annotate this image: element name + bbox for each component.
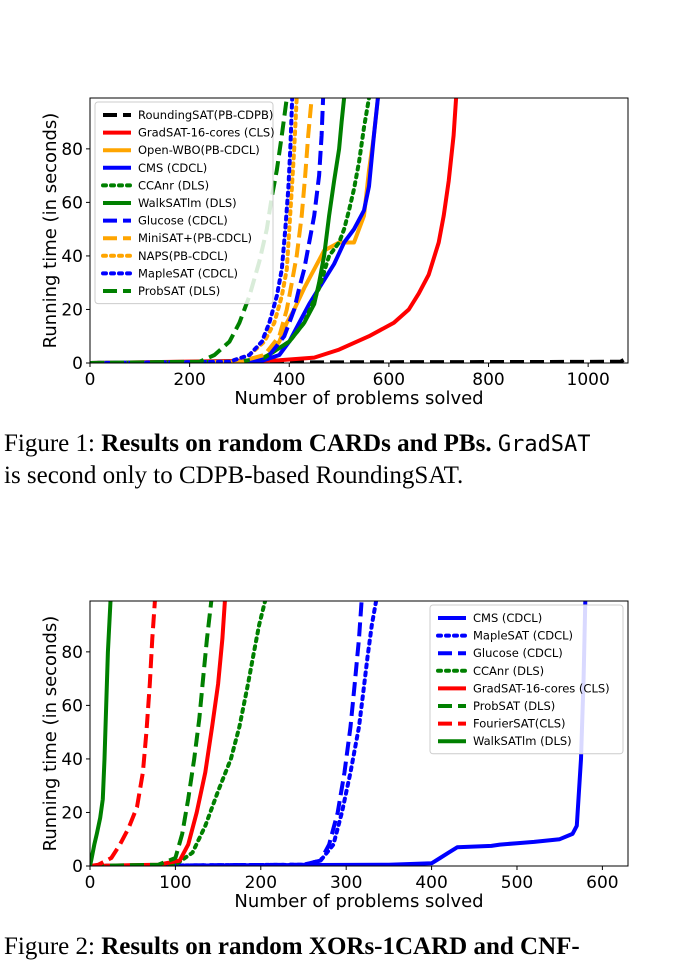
series-line-8 (90, 601, 113, 866)
y-tick-label: 0 (72, 354, 83, 374)
x-tick-label: 1000 (567, 370, 610, 390)
legend-label: RoundingSAT(PB-CDPB) (138, 108, 273, 122)
legend-label: WalkSATlm (DLS) (473, 734, 572, 748)
legend-label: FourierSAT(CLS) (473, 717, 565, 731)
legend-label: Glucose (CDCL) (473, 646, 563, 660)
figure-1-chart: 0 200 400 600 800 1000 0 20 40 60 80 Number of prob… (0, 80, 677, 409)
caption-1-bold: Results on random CARDs and PBs. (101, 430, 492, 457)
figure-2-svg: 0 100 200 300 400 500 600 0 20 40 60 80 Number of pr… (40, 600, 629, 912)
caption-1-label: Figure 1: (4, 430, 102, 457)
x-tick-label: 400 (273, 370, 305, 390)
y-axis-label: Running time (in seconds) (40, 616, 61, 852)
series-line-3 (90, 601, 364, 866)
y-tick-label: 40 (61, 750, 83, 770)
series-line-6 (90, 98, 347, 363)
y-tick-label: 40 (61, 247, 83, 267)
figure-1-svg: 0 200 400 600 800 1000 0 20 40 60 80 Number of prob… (40, 97, 629, 409)
legend-label: CCAnr (DLS) (138, 178, 209, 192)
legend-label: MiniSAT+(PB-CDCL) (138, 231, 252, 245)
figure-2-chart: 0 100 200 300 400 500 600 0 20 40 60 80 Number of pr… (0, 585, 677, 912)
legend-box (429, 604, 624, 755)
x-tick-label: 600 (586, 873, 618, 893)
x-tick-label: 600 (373, 370, 405, 390)
legend-label: WalkSATlm (DLS) (138, 196, 237, 210)
legend-label: Open-WBO(PB-CDCL) (138, 143, 260, 157)
x-tick-label: 200 (245, 873, 277, 893)
y-tick-label: 80 (61, 643, 83, 663)
x-tick-label: 400 (415, 873, 447, 893)
plot-frame (89, 600, 629, 867)
series-line-1 (90, 601, 588, 866)
series-line-1 (90, 355, 628, 363)
x-tick-label: 500 (501, 873, 533, 893)
legend-label: NAPS(PB-CDCL) (138, 249, 228, 263)
plot-frame (89, 97, 629, 364)
y-tick-label: 0 (72, 857, 83, 877)
legend-label: GradSAT-16-cores (CLS) (138, 126, 275, 140)
legend: RoundingSAT(PB-CDPB) GradSAT-16-cores (CL… (94, 101, 275, 305)
legend-label: CMS (CDCL) (138, 161, 207, 175)
y-tick-label: 20 (61, 803, 83, 823)
y-tick-label: 80 (61, 140, 83, 160)
legend-label: CCAnr (DLS) (473, 664, 544, 678)
caption-1-code: GradSAT (497, 432, 591, 457)
series-line-6 (90, 601, 214, 866)
y-tick-label: 60 (61, 193, 83, 213)
caption-1-rest: is second only to CDPB-based RoundingSAT… (4, 462, 464, 489)
x-tick-label: 200 (173, 370, 205, 390)
x-axis-label: Number of problems solved (234, 891, 483, 910)
legend-label: GradSAT-16-cores (CLS) (473, 681, 610, 695)
series-line-7 (90, 601, 157, 866)
legend-label: MapleSAT (CDCL) (138, 266, 238, 280)
y-tick-label: 20 (61, 300, 83, 320)
series-line-5 (90, 601, 227, 866)
legend-label: ProbSAT (DLS) (473, 699, 555, 713)
legend-box (94, 101, 274, 305)
x-tick-label: 800 (472, 370, 504, 390)
series-line-7 (90, 98, 326, 363)
series-line-10 (90, 98, 295, 363)
figure-2-caption: Figure 2: Results on random XORs-1CARD a… (4, 931, 672, 962)
x-tick-label: 300 (330, 873, 362, 893)
y-axis-label: Running time (in seconds) (40, 113, 61, 349)
x-tick-label: 100 (159, 873, 191, 893)
legend-label: MapleSAT (CDCL) (473, 629, 573, 643)
series-line-2 (90, 98, 459, 363)
legend-label: ProbSAT (DLS) (138, 284, 220, 298)
legend-label: Glucose (CDCL) (138, 214, 228, 228)
y-tick-label: 60 (61, 696, 83, 716)
legend: CMS (CDCL) MapleSAT (CDCL) Glucose (CDCL) C… (429, 604, 624, 755)
series-line-8 (90, 98, 314, 363)
figure-1-caption: Figure 1: Results on random CARDs and PB… (4, 428, 672, 491)
x-tick-label: 0 (85, 370, 96, 390)
series-line-4 (90, 601, 268, 866)
series-group (90, 601, 588, 866)
legend-label: CMS (CDCL) (473, 611, 542, 625)
series-line-4 (90, 98, 380, 363)
x-tick-label: 0 (85, 873, 96, 893)
x-axis-label: Number of problems solved (234, 388, 483, 405)
